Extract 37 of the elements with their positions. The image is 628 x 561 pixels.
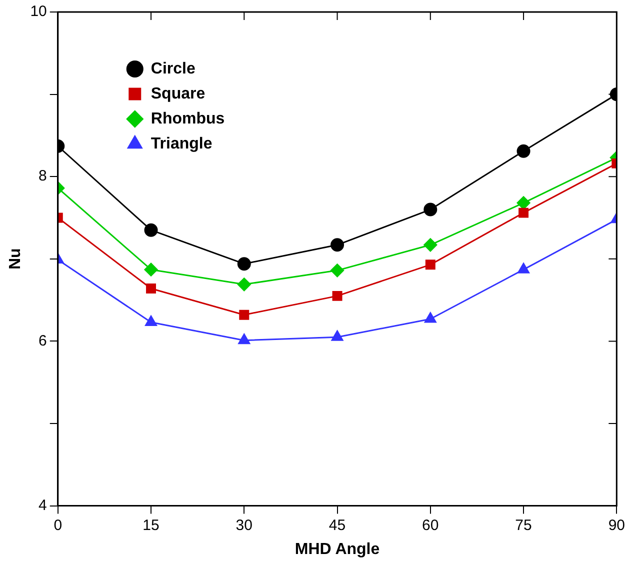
point	[239, 310, 250, 320]
point	[144, 223, 158, 237]
point	[425, 260, 436, 270]
point	[424, 202, 438, 216]
point	[424, 312, 436, 323]
point	[237, 257, 251, 271]
x-tick-label: 75	[515, 516, 532, 534]
x-tick-label: 0	[54, 516, 62, 534]
point	[330, 238, 344, 252]
point	[332, 290, 342, 301]
legend-label: Triangle	[150, 135, 212, 152]
y-tick-label: 8	[38, 168, 47, 185]
point	[146, 284, 156, 294]
point	[331, 330, 344, 341]
point	[518, 208, 529, 218]
y-axis-title: Nu	[7, 248, 24, 270]
point	[330, 264, 344, 278]
point	[424, 238, 438, 252]
point	[516, 144, 530, 158]
y-tick-label: 6	[38, 332, 47, 350]
legend-label: Rhombus	[150, 110, 225, 128]
x-tick-label: 90	[608, 516, 625, 534]
x-tick-label: 30	[236, 516, 252, 534]
x-tick-label: 60	[422, 516, 439, 534]
y-tick-label: 10	[30, 3, 47, 20]
x-tick-label: 45	[328, 516, 346, 534]
point	[145, 316, 157, 326]
point	[238, 334, 250, 344]
legend-label: Circle	[150, 60, 196, 78]
y-tick-label: 4	[38, 496, 47, 514]
point	[237, 278, 251, 292]
point	[144, 262, 158, 276]
point	[516, 196, 530, 210]
x-axis-title: MHD Angle	[294, 540, 380, 558]
point	[518, 262, 530, 274]
x-tick-label: 15	[142, 516, 160, 534]
legend-label: Square	[150, 85, 206, 102]
